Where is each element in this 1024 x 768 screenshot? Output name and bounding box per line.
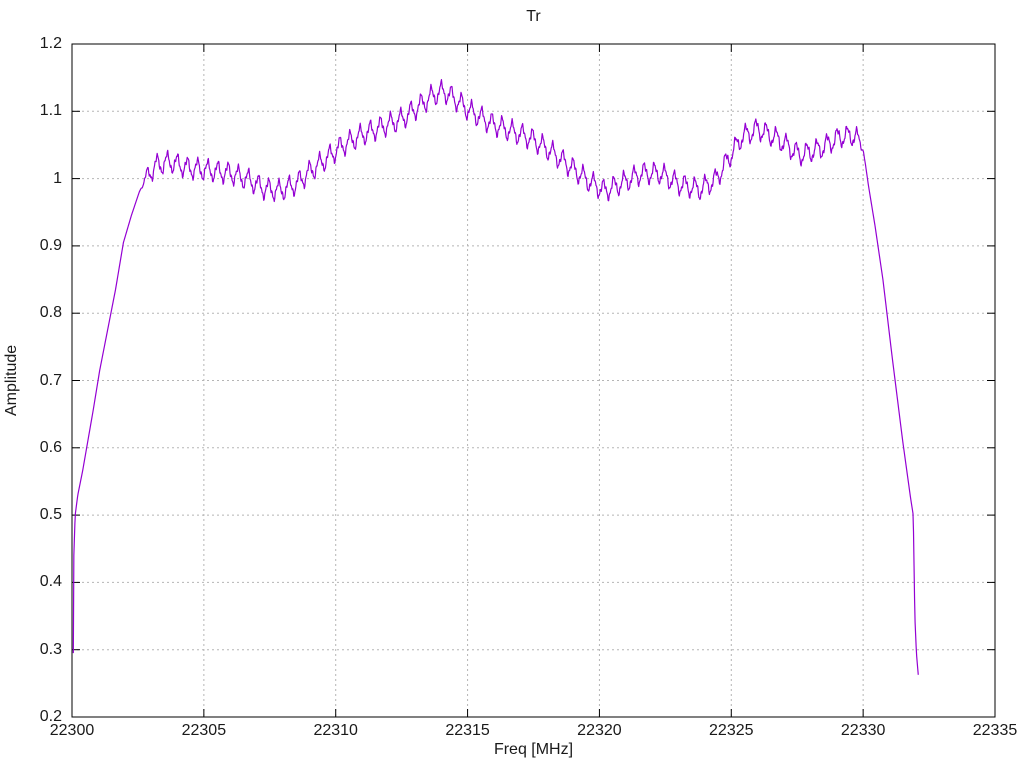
chart-title: Tr — [526, 8, 541, 25]
y-tick-label: 0.2 — [39, 708, 62, 725]
x-tick-label: 22305 — [181, 722, 227, 739]
x-tick-label: 22325 — [709, 722, 754, 739]
y-tick-label: 0.4 — [39, 573, 62, 591]
y-tick-label: 1 — [53, 169, 62, 187]
y-tick-label: 0.6 — [39, 438, 62, 456]
plot-border — [71, 43, 996, 718]
x-tick-label: 22335 — [972, 722, 1018, 739]
y-tick-label: 0.8 — [39, 304, 62, 322]
x-tick-label: 22315 — [445, 722, 490, 739]
x-tick-label: 22330 — [840, 722, 886, 739]
y-tick-label: 1.2 — [39, 35, 62, 52]
y-tick-label: 0.5 — [39, 506, 62, 524]
x-tick-label: 22310 — [313, 722, 358, 739]
y-tick-label: 0.9 — [39, 236, 62, 254]
y-tick-label: 0.3 — [39, 640, 62, 658]
data-series-line — [72, 79, 919, 675]
x-tick-label: 22300 — [49, 722, 95, 739]
x-axis-title: Freq [MHz] — [493, 741, 574, 758]
y-tick-label: 0.7 — [39, 371, 62, 389]
x-tick-label: 22320 — [577, 722, 622, 739]
y-tick-label: 1.1 — [39, 102, 62, 120]
